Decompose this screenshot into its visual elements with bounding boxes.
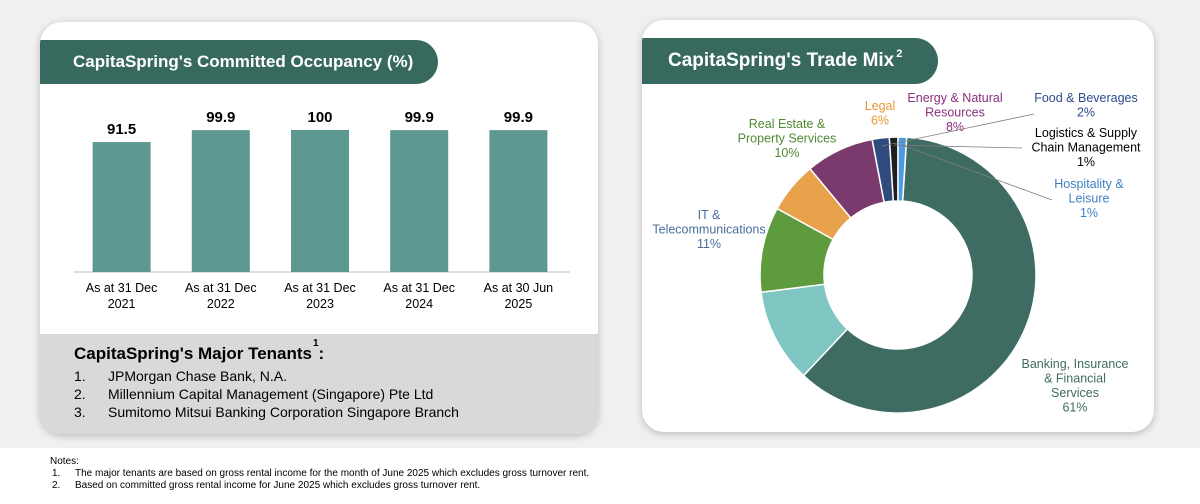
trade-mix-card: CapitaSpring's Trade Mix 2 Banking, Insur… [642, 20, 1154, 432]
note-number: 2. [52, 480, 61, 491]
category-tick-label: 2022 [207, 297, 235, 311]
occupancy-bar [291, 130, 349, 272]
slice-category-label: Logistics & Supply [1035, 126, 1138, 140]
major-tenants-panel: CapitaSpring's Major Tenants1: 1. JPMorga… [40, 334, 598, 434]
occupancy-bar-chart: 91.5 As at 31 Dec 2021 99.9 As at 31 Dec 2022… [74, 109, 570, 311]
tenant-number: 2. [74, 386, 86, 402]
notes: Notes: 1. The major tenants are based on … [50, 456, 589, 492]
category-tick-label: As at 31 Dec [185, 281, 257, 295]
occupancy-bar [390, 130, 449, 272]
slice-category-label: Banking, Insurance [1021, 357, 1128, 371]
donut-slice [897, 136, 908, 202]
slice-category-label: Energy & Natural [907, 91, 1002, 105]
occupancy-bar [191, 130, 250, 272]
tenant-name: Sumitomo Mitsui Banking Corporation Sing… [108, 404, 459, 420]
tenant-number: 1. [74, 368, 86, 384]
category-tick-label: As at 31 Dec [284, 281, 356, 295]
category-tick-label: 2023 [306, 297, 334, 311]
slice-category-label: Real Estate & [749, 117, 826, 131]
slice-percent-label: 2% [1077, 106, 1095, 120]
trade-mix-title: CapitaSpring's Trade Mix 2 [642, 38, 938, 84]
bar-value-label: 91.5 [107, 121, 136, 138]
slice-category-label: Hospitality & [1054, 177, 1124, 191]
tenant-list: 1. JPMorgan Chase Bank, N.A. 2. Millennium … [74, 367, 598, 421]
footnote-ref: 2 [896, 48, 903, 60]
category-tick-label: As at 30 Jun [484, 281, 554, 295]
slice-percent-label: 6% [871, 114, 889, 128]
donut-slice [802, 136, 1037, 414]
slice-category-label: Chain Management [1031, 141, 1141, 155]
slice-category-label: IT & [698, 208, 721, 222]
footnote-ref: 1 [312, 338, 319, 350]
major-tenants-title: CapitaSpring's Major Tenants1: [74, 338, 325, 363]
note-item: 1. The major tenants are based on gross r… [50, 468, 589, 480]
slice-percent-label: 1% [1080, 206, 1098, 220]
tenant-name: JPMorgan Chase Bank, N.A. [108, 368, 287, 384]
slice-percent-label: 11% [697, 237, 721, 251]
slice-category-label: Resources [925, 106, 985, 120]
category-tick-label: 2024 [405, 297, 433, 311]
occupancy-bar [92, 142, 151, 272]
category-tick-label: 2021 [108, 297, 136, 311]
leader-line [881, 113, 1035, 147]
bar-value-label: 99.9 [206, 109, 235, 126]
category-tick-label: As at 31 Dec [383, 281, 455, 295]
slice-category-label: Services [1051, 386, 1099, 400]
slice-percent-label: 1% [1077, 155, 1095, 169]
occupancy-card: CapitaSpring's Committed Occupancy (%) 9… [40, 22, 598, 434]
major-tenants-title-text: CapitaSpring's Major Tenants [74, 344, 312, 363]
bar-value-label: 100 [307, 109, 332, 126]
slice-percent-label: 10% [774, 146, 799, 160]
occupancy-bar [489, 130, 548, 272]
bar-value-label: 99.9 [405, 109, 434, 126]
trade-mix-donut-chart: Banking, Insurance& FinancialServices61%… [652, 91, 1141, 415]
slice-percent-label: 8% [946, 120, 964, 134]
slice-category-label: Legal [865, 99, 896, 113]
note-text: The major tenants are based on gross ren… [75, 468, 590, 479]
tenant-name: Millennium Capital Management (Singapore… [108, 386, 434, 402]
note-number: 1. [52, 468, 61, 479]
bar-value-label: 99.9 [504, 109, 533, 126]
tenant-item: 2. Millennium Capital Management (Singapo… [74, 385, 598, 403]
tenant-item: 1. JPMorgan Chase Bank, N.A. [74, 367, 598, 385]
occupancy-title-text: CapitaSpring's Committed Occupancy (%) [73, 52, 414, 71]
notes-list: 1. The major tenants are based on gross r… [50, 468, 589, 492]
leader-line [893, 144, 1023, 149]
slice-category-label: Property Services [738, 132, 837, 146]
trade-mix-title-text: CapitaSpring's Trade Mix [668, 50, 895, 71]
note-text: Based on committed gross rental income f… [75, 480, 481, 491]
slice-category-label: Telecommunications [652, 223, 765, 237]
category-tick-label: 2025 [504, 297, 532, 311]
slice-category-label: Food & Beverages [1034, 91, 1138, 105]
tenant-item: 3. Sumitomo Mitsui Banking Corporation Si… [74, 403, 598, 421]
notes-heading: Notes: [50, 456, 79, 467]
slice-percent-label: 61% [1062, 401, 1087, 415]
leader-line [901, 144, 1053, 201]
occupancy-title: CapitaSpring's Committed Occupancy (%) [40, 40, 438, 84]
note-item: 2. Based on committed gross rental income… [50, 480, 589, 492]
category-tick-label: As at 31 Dec [86, 281, 158, 295]
slice-category-label: Leisure [1069, 192, 1110, 206]
tenant-number: 3. [74, 404, 86, 420]
slice-category-label: & Financial [1044, 372, 1106, 386]
